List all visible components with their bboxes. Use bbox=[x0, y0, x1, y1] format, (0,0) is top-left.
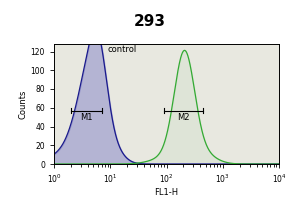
Y-axis label: Counts: Counts bbox=[19, 89, 28, 119]
Text: 293: 293 bbox=[134, 14, 166, 29]
Text: control: control bbox=[107, 45, 137, 53]
Text: M1: M1 bbox=[80, 113, 93, 122]
Text: M2: M2 bbox=[177, 113, 190, 122]
X-axis label: FL1-H: FL1-H bbox=[154, 188, 178, 197]
